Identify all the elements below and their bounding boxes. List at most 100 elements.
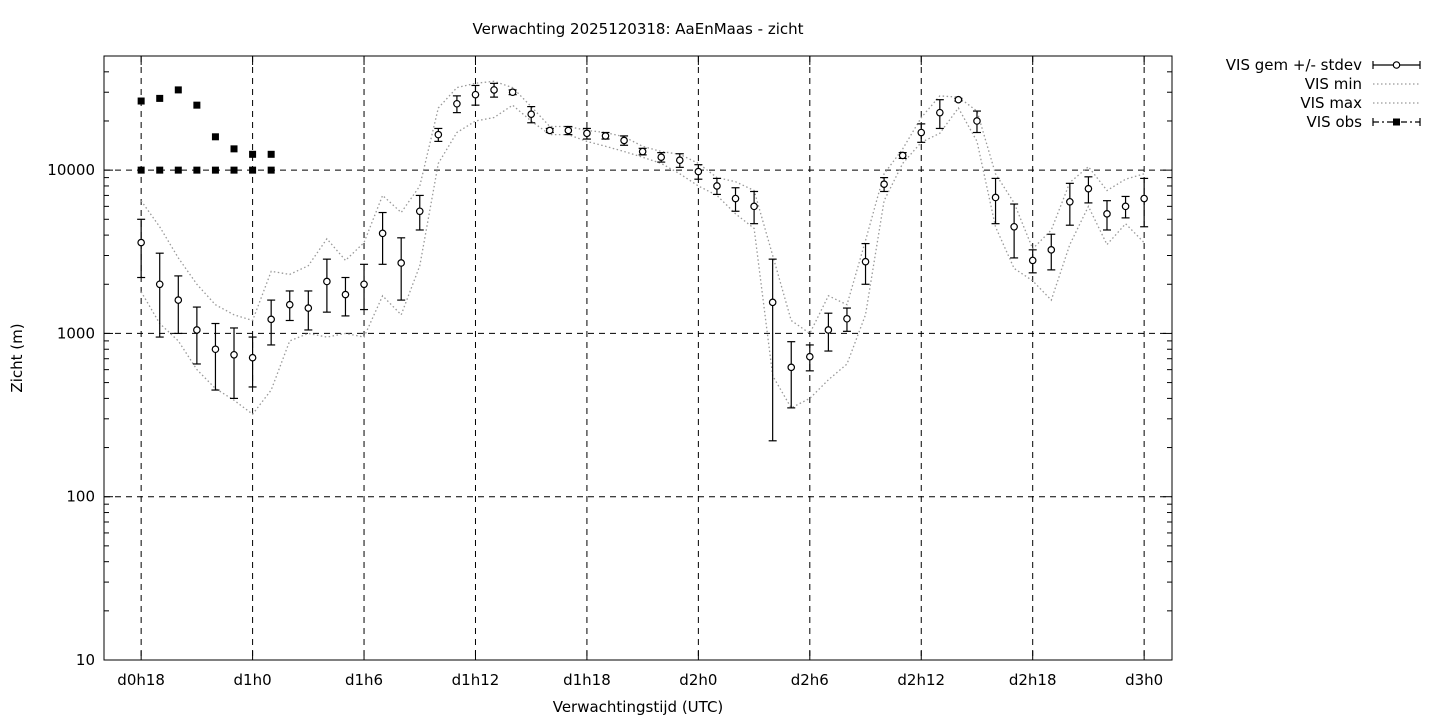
vis-mean-point (991, 177, 1000, 225)
mean-marker (713, 182, 721, 190)
mean-marker (267, 315, 275, 324)
vis-mean-point (1102, 200, 1111, 231)
y-tick-label: 10000 (47, 161, 95, 179)
vis-obs-marker (211, 166, 219, 174)
vis-mean-point (564, 125, 573, 136)
vis-obs-marker (193, 101, 201, 109)
vis-mean-point (545, 126, 554, 135)
mean-marker (230, 350, 238, 359)
y-tick-label: 1000 (57, 324, 95, 342)
x-tick-label: d1h0 (234, 671, 272, 689)
mean-marker (806, 352, 814, 361)
mean-marker (564, 126, 573, 135)
mean-marker (378, 229, 387, 238)
vis-obs-marker (174, 86, 182, 94)
mean-marker (954, 95, 963, 104)
vis-mean-point (304, 290, 313, 331)
mean-marker (174, 296, 183, 304)
mean-marker (527, 110, 536, 119)
x-tick-label: d3h0 (1125, 671, 1163, 689)
legend-swatch (1392, 61, 1401, 69)
vis-mean-point (490, 82, 499, 98)
mean-marker (508, 88, 517, 97)
mean-marker (824, 326, 833, 334)
vis-mean-point (582, 127, 591, 140)
vis-obs-marker (230, 145, 238, 153)
mean-marker (917, 128, 926, 137)
vis-obs-marker (249, 150, 257, 158)
vis-mean-point (378, 211, 387, 265)
vis-mean-point (415, 194, 424, 231)
vis-obs-marker (193, 166, 201, 174)
vis-obs-marker (156, 94, 164, 102)
mean-marker (360, 280, 368, 289)
plot-traces (137, 80, 1149, 442)
vis-mean-point (322, 258, 331, 313)
vis-mean-point (620, 135, 629, 146)
vis-obs-marker (249, 166, 257, 174)
vis-mean-point (972, 110, 981, 134)
legend-label: VIS min (1305, 75, 1362, 93)
vis-mean-point (842, 307, 851, 332)
mean-marker (583, 129, 591, 138)
grid-lines (104, 56, 1172, 660)
mean-marker (750, 202, 758, 211)
mean-marker (768, 298, 777, 307)
mean-marker (861, 257, 870, 266)
mean-marker (211, 345, 220, 354)
vis-mean-point (452, 95, 461, 114)
vis-obs-marker (267, 166, 275, 174)
vis-mean-point (675, 153, 684, 168)
legend-label: VIS gem +/- stdev (1226, 56, 1362, 74)
x-tick-label: d1h6 (345, 671, 383, 689)
mean-marker (675, 156, 684, 165)
y-tick-label: 100 (66, 488, 95, 506)
x-tick-label: d2h18 (1009, 671, 1057, 689)
mean-marker (731, 194, 740, 203)
vis-mean-point (230, 327, 239, 400)
vis-obs-marker (230, 166, 238, 174)
mean-marker (601, 132, 610, 140)
vis-mean-point (248, 336, 257, 388)
vis-mean-point (712, 177, 721, 196)
mean-marker (193, 326, 201, 334)
mean-marker (397, 259, 405, 267)
vis-mean-point (397, 237, 406, 301)
vis-mean-point (137, 218, 146, 279)
vis-mean-point (805, 344, 814, 372)
vis-mean-point (211, 322, 220, 391)
vis-mean-point (898, 151, 907, 160)
mean-marker (341, 290, 350, 299)
vis-mean-point (508, 88, 517, 97)
vis-mean-point (341, 276, 350, 317)
mean-marker (936, 108, 944, 117)
mean-marker (453, 99, 461, 108)
vis-mean-point (657, 152, 666, 163)
legend-swatch (1393, 118, 1400, 126)
legend-entry: VIS obs (1307, 113, 1421, 131)
x-tick-label: d1h18 (563, 671, 611, 689)
plot-frame (103, 55, 1173, 661)
mean-marker (1121, 202, 1130, 211)
vis-obs-marker (174, 166, 182, 174)
vis-mean-point (861, 242, 870, 285)
mean-marker (694, 167, 703, 176)
mean-marker (638, 147, 647, 156)
mean-marker (973, 117, 981, 125)
mean-marker (787, 363, 796, 372)
mean-marker (434, 130, 443, 139)
mean-marker (285, 300, 294, 309)
vis-mean-point (935, 99, 944, 130)
mean-marker (1010, 222, 1018, 231)
mean-marker (415, 207, 424, 216)
vis-obs-marker (211, 133, 219, 141)
vis-obs-marker (137, 97, 145, 105)
vis-mean-point (917, 123, 926, 143)
mean-marker (898, 151, 907, 160)
vis-mean-point (638, 147, 647, 156)
vis-mean-point (1065, 182, 1074, 226)
vis-mean-point (174, 275, 183, 335)
vis-mean-point (1140, 177, 1149, 228)
mean-marker (1047, 246, 1056, 254)
